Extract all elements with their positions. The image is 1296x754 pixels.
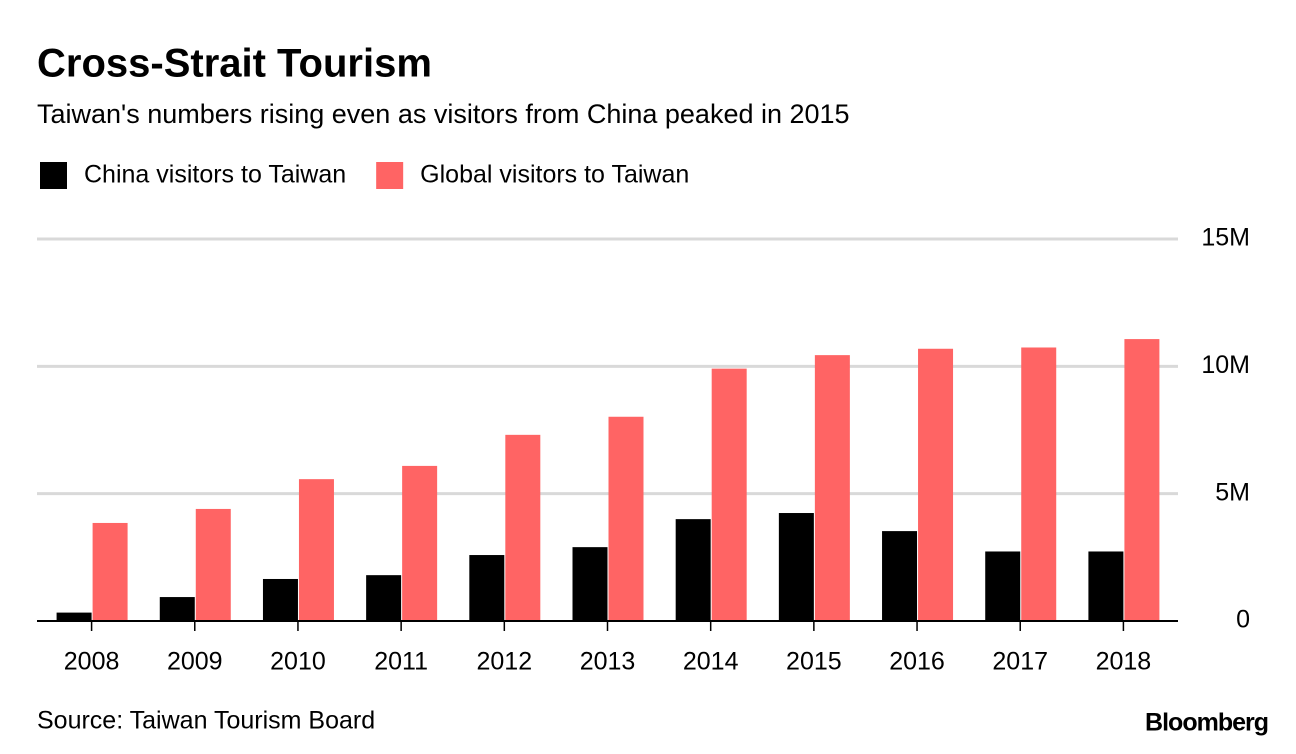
bar: [469, 555, 505, 621]
x-tick-label: 2018: [1096, 648, 1152, 676]
bar: [711, 368, 747, 621]
legend-label: Global visitors to Taiwan: [420, 161, 689, 189]
bar: [505, 434, 541, 621]
chart-title: Cross-Strait Tourism: [37, 42, 432, 86]
x-tick-label: 2009: [167, 648, 223, 676]
x-tick-label: 2014: [683, 648, 739, 676]
chart-subtitle: Taiwan's numbers rising even as visitors…: [37, 99, 850, 129]
source: Source: Taiwan Tourism Board: [37, 707, 375, 735]
bar: [918, 348, 954, 621]
y-tick-label: 0: [1236, 606, 1250, 634]
bar: [882, 531, 918, 621]
brand: Bloomberg: [1145, 709, 1268, 737]
bar: [92, 522, 128, 621]
bar: [675, 519, 711, 621]
legend-swatch: [376, 162, 404, 189]
legend-swatch: [40, 162, 67, 189]
bar: [1021, 347, 1057, 621]
bar: [159, 597, 195, 621]
bar: [608, 416, 644, 621]
x-tick-label: 2017: [992, 648, 1048, 676]
bar: [572, 547, 608, 621]
bar: [56, 612, 92, 621]
x-tick-label: 2011: [374, 648, 428, 676]
bar: [814, 355, 850, 621]
x-tick-label: 2015: [786, 648, 842, 676]
bar: [262, 578, 298, 621]
bar: [366, 575, 402, 621]
x-tick-label: 2010: [270, 648, 326, 676]
y-tick-label: 5M: [1215, 478, 1250, 506]
y-tick-label: 10M: [1201, 351, 1250, 379]
bar: [778, 513, 814, 621]
bar: [1088, 551, 1124, 621]
legend-label: China visitors to Taiwan: [84, 161, 346, 189]
bar: [402, 465, 438, 621]
bar: [298, 479, 334, 621]
x-tick-label: 2013: [580, 648, 636, 676]
x-tick-label: 2016: [889, 648, 945, 676]
bar: [195, 508, 231, 621]
bar: [985, 551, 1021, 621]
x-tick-label: 2012: [477, 648, 533, 676]
x-tick-label: 2008: [64, 648, 120, 676]
y-tick-label: 15M: [1201, 224, 1250, 252]
bar: [1124, 339, 1160, 621]
